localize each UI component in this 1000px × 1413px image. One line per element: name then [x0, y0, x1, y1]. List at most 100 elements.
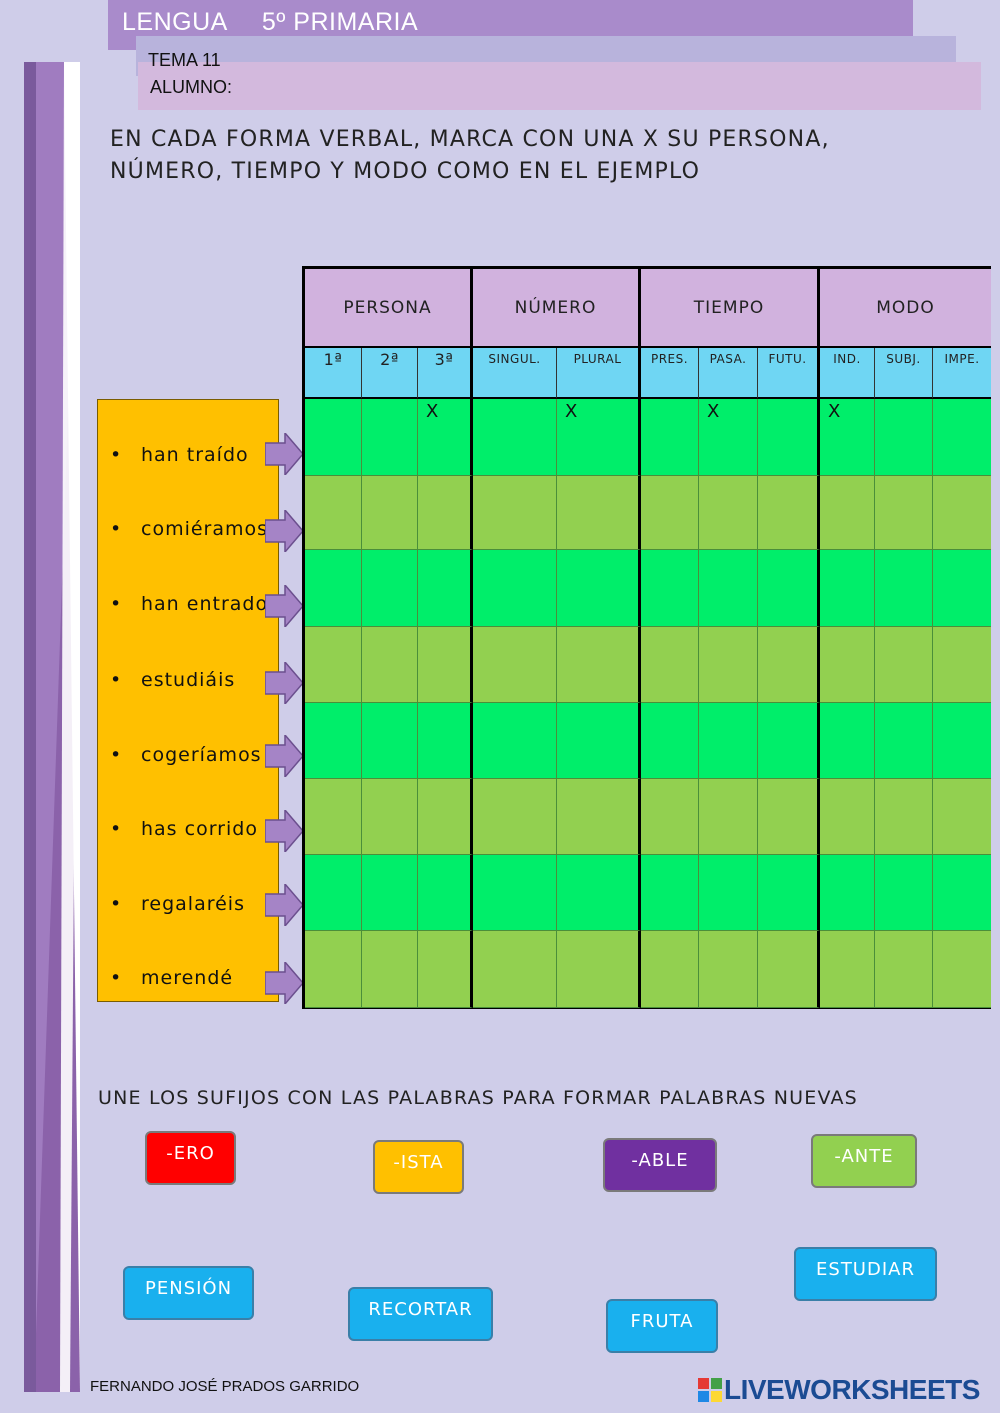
- answer-cell[interactable]: [557, 476, 641, 550]
- answer-cell[interactable]: [418, 703, 473, 779]
- answer-cell[interactable]: [820, 703, 875, 779]
- answer-cell[interactable]: [418, 476, 473, 550]
- answer-cell[interactable]: [875, 399, 933, 476]
- answer-cell[interactable]: [473, 703, 557, 779]
- answer-cell[interactable]: [699, 550, 758, 627]
- answer-cell[interactable]: [418, 550, 473, 627]
- answer-cell[interactable]: [820, 399, 875, 476]
- answer-cell[interactable]: [641, 399, 699, 476]
- answer-cell[interactable]: [362, 931, 418, 1008]
- answer-cell[interactable]: [758, 476, 820, 550]
- answer-cell[interactable]: [641, 627, 699, 703]
- answer-cell[interactable]: [641, 550, 699, 627]
- answer-cell[interactable]: [473, 931, 557, 1008]
- table-group-header: MODO: [820, 269, 991, 348]
- answer-cell[interactable]: [473, 550, 557, 627]
- suffix-chip-ista[interactable]: -ISTA: [373, 1140, 464, 1194]
- answer-cell[interactable]: [418, 399, 473, 476]
- answer-cell[interactable]: [933, 931, 991, 1008]
- answer-cell[interactable]: [699, 476, 758, 550]
- answer-cell[interactable]: [418, 779, 473, 855]
- answer-cell[interactable]: [875, 550, 933, 627]
- answer-cell[interactable]: [473, 627, 557, 703]
- answer-cell[interactable]: [933, 703, 991, 779]
- word-chip-recortar[interactable]: RECORTAR: [348, 1287, 493, 1341]
- answer-cell[interactable]: [305, 476, 362, 550]
- answer-cell[interactable]: [933, 855, 991, 931]
- answer-cell[interactable]: [362, 399, 418, 476]
- answer-cell[interactable]: [820, 855, 875, 931]
- answer-cell[interactable]: [699, 779, 758, 855]
- answer-cell[interactable]: [875, 703, 933, 779]
- answer-cell[interactable]: [473, 855, 557, 931]
- answer-cell[interactable]: [305, 550, 362, 627]
- answer-cell[interactable]: [933, 399, 991, 476]
- answer-cell[interactable]: [557, 550, 641, 627]
- answer-cell[interactable]: [305, 779, 362, 855]
- word-chip-pension[interactable]: PENSIÓN: [123, 1266, 254, 1320]
- answer-cell[interactable]: [875, 931, 933, 1008]
- answer-cell[interactable]: [473, 476, 557, 550]
- table-column-header: 3ª: [418, 348, 473, 399]
- answer-cell[interactable]: [875, 627, 933, 703]
- example-x-mark: X: [565, 401, 578, 422]
- answer-cell[interactable]: [820, 931, 875, 1008]
- answer-cell[interactable]: [473, 399, 557, 476]
- answer-cell[interactable]: [820, 779, 875, 855]
- answer-cell[interactable]: [933, 779, 991, 855]
- answer-cell[interactable]: [758, 855, 820, 931]
- answer-cell[interactable]: [557, 779, 641, 855]
- answer-cell[interactable]: [557, 399, 641, 476]
- answer-cell[interactable]: [362, 476, 418, 550]
- answer-cell[interactable]: [641, 703, 699, 779]
- answer-cell[interactable]: [305, 627, 362, 703]
- answer-cell[interactable]: [758, 627, 820, 703]
- answer-cell[interactable]: [641, 476, 699, 550]
- answer-cell[interactable]: [758, 703, 820, 779]
- answer-cell[interactable]: [305, 399, 362, 476]
- answer-cell[interactable]: [933, 627, 991, 703]
- answer-cell[interactable]: [875, 779, 933, 855]
- answer-cell[interactable]: [557, 931, 641, 1008]
- answer-cell[interactable]: [305, 855, 362, 931]
- answer-cell[interactable]: [362, 627, 418, 703]
- answer-cell[interactable]: [758, 779, 820, 855]
- suffix-chip-able[interactable]: -ABLE: [603, 1138, 717, 1192]
- answer-cell[interactable]: [305, 931, 362, 1008]
- answer-cell[interactable]: [699, 931, 758, 1008]
- answer-cell[interactable]: [362, 855, 418, 931]
- suffix-chip-ero[interactable]: -ERO: [145, 1131, 236, 1185]
- suffix-chip-ante[interactable]: -ANTE: [811, 1134, 917, 1188]
- answer-cell[interactable]: [758, 550, 820, 627]
- answer-cell[interactable]: [699, 627, 758, 703]
- answer-cell[interactable]: [758, 399, 820, 476]
- answer-cell[interactable]: [362, 703, 418, 779]
- answer-cell[interactable]: [362, 550, 418, 627]
- answer-cell[interactable]: [933, 550, 991, 627]
- answer-cell[interactable]: [473, 779, 557, 855]
- word-chip-fruta[interactable]: FRUTA: [606, 1299, 718, 1353]
- word-chip-estudiar[interactable]: ESTUDIAR: [794, 1247, 937, 1301]
- answer-cell[interactable]: [875, 855, 933, 931]
- answer-cell[interactable]: [758, 931, 820, 1008]
- answer-cell[interactable]: [641, 779, 699, 855]
- answer-cell[interactable]: [557, 703, 641, 779]
- answer-cell[interactable]: [641, 855, 699, 931]
- answer-cell[interactable]: [820, 550, 875, 627]
- answer-cell[interactable]: [418, 627, 473, 703]
- answer-cell[interactable]: [557, 855, 641, 931]
- answer-cell[interactable]: [305, 703, 362, 779]
- answer-cell[interactable]: [820, 476, 875, 550]
- table-column-header: IND.: [820, 348, 875, 399]
- answer-cell[interactable]: [699, 855, 758, 931]
- answer-cell[interactable]: [933, 476, 991, 550]
- answer-cell[interactable]: [362, 779, 418, 855]
- answer-cell[interactable]: [820, 627, 875, 703]
- answer-cell[interactable]: [699, 399, 758, 476]
- answer-cell[interactable]: [418, 855, 473, 931]
- answer-cell[interactable]: [418, 931, 473, 1008]
- answer-cell[interactable]: [699, 703, 758, 779]
- answer-cell[interactable]: [875, 476, 933, 550]
- answer-cell[interactable]: [641, 931, 699, 1008]
- answer-cell[interactable]: [557, 627, 641, 703]
